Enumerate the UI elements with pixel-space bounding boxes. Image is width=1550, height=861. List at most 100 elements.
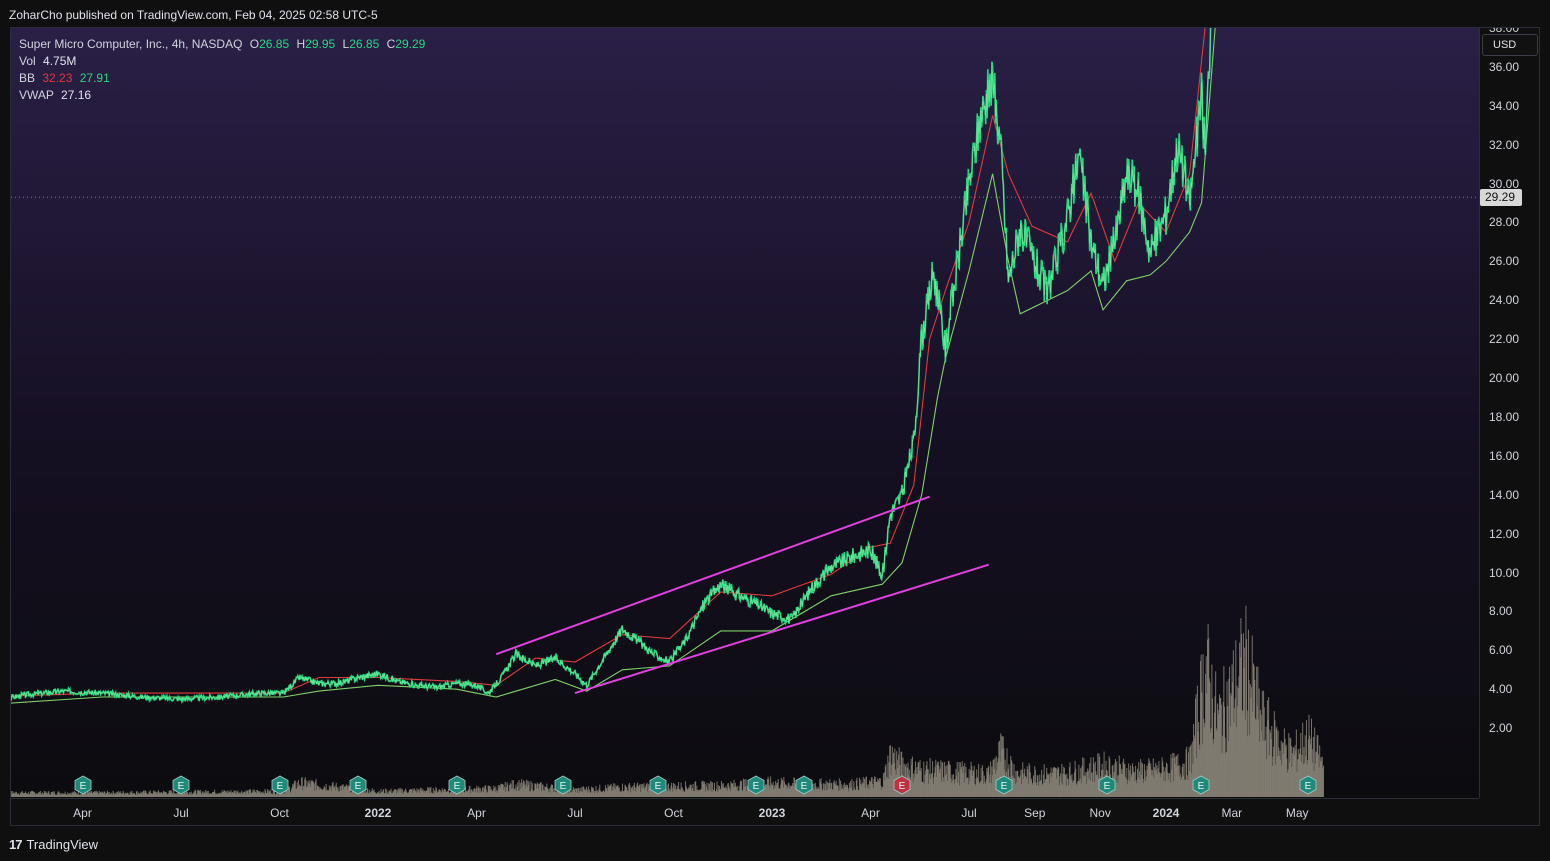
volume-bar: [707, 789, 709, 797]
footer-brand[interactable]: TradingView: [26, 836, 99, 852]
volume-bar: [775, 785, 777, 797]
legend-volume-row[interactable]: Vol 4.75M: [19, 53, 425, 70]
price-tick-label: 26.00: [1489, 254, 1520, 269]
volume-bar: [1246, 639, 1248, 797]
volume-bar: [480, 792, 482, 797]
earnings-icon[interactable]: E: [1298, 775, 1318, 795]
price-tick-label: 10.00: [1489, 565, 1520, 580]
volume-bar: [991, 766, 993, 797]
volume-bar: [1276, 726, 1278, 797]
volume-bar: [132, 794, 134, 797]
earnings-icon[interactable]: E: [892, 775, 912, 795]
earnings-icon[interactable]: E: [73, 775, 93, 795]
earnings-icon[interactable]: E: [994, 775, 1014, 795]
volume-bar: [47, 794, 49, 797]
volume-bar: [1143, 764, 1145, 797]
price-chart[interactable]: [11, 28, 1540, 826]
volume-bar: [1246, 710, 1248, 797]
volume-bar: [1042, 783, 1044, 797]
volume-bar: [121, 793, 123, 797]
volume-bar: [532, 790, 534, 797]
volume-bar: [780, 784, 782, 797]
volume-bar: [420, 787, 422, 797]
volume-bar: [1268, 755, 1270, 797]
currency-button[interactable]: USD: [1482, 34, 1538, 56]
volume-bar: [104, 791, 106, 797]
channel-lower-line[interactable]: [574, 563, 989, 695]
volume-bar: [947, 780, 949, 797]
volume-bar: [475, 788, 477, 797]
volume-bar: [978, 782, 980, 797]
volume-bar: [811, 786, 813, 797]
earnings-icon[interactable]: E: [746, 775, 766, 795]
volume-bar: [1290, 738, 1292, 797]
price-tick-label: 12.00: [1489, 526, 1520, 541]
volume-bar: [18, 793, 20, 797]
volume-bar: [453, 789, 455, 797]
time-axis[interactable]: Apr Jul Oct 2022 Apr Jul Oct 2023 Apr Jul Sep Nov 20…: [11, 798, 1479, 825]
volume-bar: [771, 784, 773, 797]
earnings-icon[interactable]: E: [171, 775, 191, 795]
volume-bar: [442, 791, 444, 797]
volume-bar: [1020, 769, 1022, 797]
volume-bar: [1135, 765, 1137, 797]
volume-bar: [656, 790, 658, 797]
volume-bar: [629, 785, 631, 797]
volume-bar: [370, 791, 372, 797]
legend-vwap-row[interactable]: VWAP 27.16: [19, 87, 425, 104]
volume-bar: [494, 791, 496, 797]
earnings-icon[interactable]: E: [1191, 775, 1211, 795]
volume-bar: [86, 794, 88, 797]
volume-bar: [826, 790, 828, 797]
price-axis[interactable]: 2.00 4.00 6.00 8.00 10.00 12.00 14.00 16.00 18.0…: [1479, 28, 1539, 798]
volume-bar: [1069, 762, 1071, 797]
volume-bar: [919, 760, 921, 797]
volume-bar: [46, 792, 48, 797]
volume-bar: [438, 789, 440, 797]
volume-bar: [1177, 765, 1179, 797]
volume-bar: [839, 790, 841, 797]
legend-symbol[interactable]: Super Micro Computer, Inc., 4h, NASDAQ: [19, 37, 243, 51]
chart-pane[interactable]: Super Micro Computer, Inc., 4h, NASDAQ O…: [10, 27, 1540, 826]
volume-bar: [492, 791, 494, 797]
earnings-icon[interactable]: E: [348, 775, 368, 795]
volume-bar: [1288, 733, 1290, 797]
volume-bar: [469, 785, 471, 797]
earnings-icon[interactable]: E: [447, 775, 467, 795]
volume-bar: [1142, 763, 1144, 797]
volume-bar: [468, 786, 470, 797]
channel-upper-line[interactable]: [495, 495, 930, 656]
volume-bar: [372, 790, 374, 797]
tradingview-logo-icon[interactable]: 17: [9, 836, 23, 852]
volume-bar: [823, 783, 825, 797]
volume-bar: [31, 791, 33, 797]
earnings-icon[interactable]: E: [553, 775, 573, 795]
volume-bar: [702, 781, 704, 797]
volume-bar: [289, 792, 291, 797]
volume-bar: [493, 785, 495, 797]
volume-bar: [1062, 774, 1064, 797]
earnings-icon[interactable]: E: [648, 775, 668, 795]
earnings-icon[interactable]: E: [270, 775, 290, 795]
volume-bar: [720, 789, 722, 797]
earnings-icon[interactable]: E: [794, 775, 814, 795]
volume-bar: [1060, 773, 1062, 797]
legend-bb-row[interactable]: BB 32.23 27.91: [19, 70, 425, 87]
volume-bar: [36, 793, 38, 797]
volume-bar: [962, 772, 964, 797]
volume-bar: [333, 787, 335, 797]
volume-bar: [1209, 682, 1211, 797]
volume-bar: [1094, 761, 1096, 797]
volume-bar: [243, 792, 245, 797]
earnings-icon[interactable]: E: [1097, 775, 1117, 795]
volume-bar: [22, 793, 24, 797]
volume-bar: [1076, 784, 1078, 797]
volume-bar: [1082, 776, 1084, 797]
volume-bar: [1078, 764, 1080, 797]
volume-bar: [627, 790, 629, 797]
volume-bar: [638, 784, 640, 797]
volume-bar: [306, 787, 308, 797]
volume-bar: [824, 790, 826, 797]
time-tick-label: Nov: [1089, 806, 1111, 820]
volume-bar: [258, 792, 260, 797]
